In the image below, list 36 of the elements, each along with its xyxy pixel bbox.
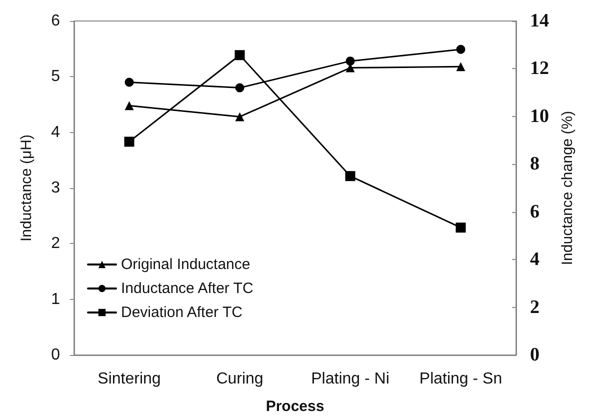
y2-tick-label: 0 (530, 344, 540, 366)
y2-tick-label: 12 (530, 58, 549, 80)
x-tick-label: Plating - Sn (419, 370, 502, 388)
y-tick-label: 2 (51, 235, 60, 252)
y-axis-title: Inductance (μH) (18, 134, 35, 242)
y-tick-label: 6 (51, 12, 60, 30)
point (124, 136, 134, 147)
point (124, 78, 134, 87)
y-tick-label: 5 (51, 68, 60, 86)
point (456, 62, 466, 72)
legend-label: Deviation After TC (121, 304, 243, 321)
y2-tick-label: 14 (530, 10, 550, 32)
x-tick-label: Curing (216, 370, 264, 388)
y2-tick-label: 6 (530, 201, 540, 222)
point (456, 44, 466, 54)
point (456, 222, 466, 233)
y2-tick-label: 4 (530, 249, 540, 270)
y-tick-label: 4 (51, 124, 60, 141)
point (235, 83, 244, 92)
x-axis-title: Process (266, 398, 324, 415)
y2-axis-title: Inductance change (%) (558, 110, 576, 266)
y2-tick-label: 10 (530, 106, 549, 127)
y-tick-label: 0 (51, 346, 60, 364)
legend-label: Original Inductance (121, 256, 250, 273)
point (234, 50, 245, 60)
y2-tick-label: 8 (530, 154, 540, 175)
point (235, 112, 244, 122)
y-tick-label: 3 (51, 180, 60, 196)
y-tick-label: 1 (51, 290, 60, 308)
point (124, 101, 134, 110)
x-tick-label: Plating - Ni (311, 370, 390, 388)
y2-tick-label: 2 (530, 296, 540, 318)
point (345, 171, 356, 182)
point (346, 56, 355, 66)
legend-label: Inductance After TC (121, 280, 254, 297)
x-tick-label: Sintering (98, 370, 161, 388)
